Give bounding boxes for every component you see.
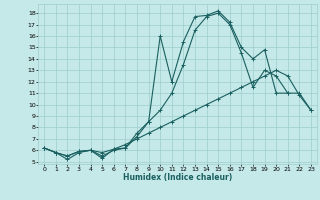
X-axis label: Humidex (Indice chaleur): Humidex (Indice chaleur)	[123, 173, 232, 182]
